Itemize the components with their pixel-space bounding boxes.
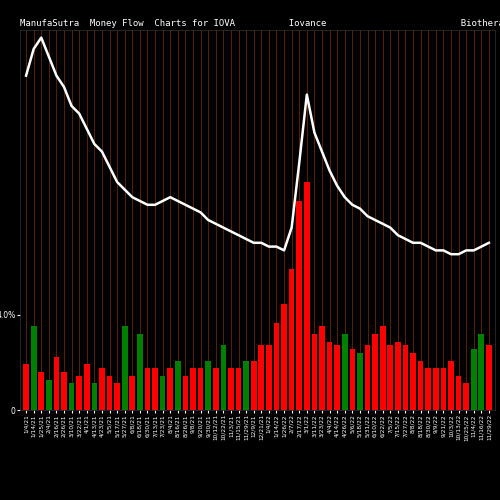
Bar xyxy=(281,304,287,410)
Bar xyxy=(114,384,120,410)
Bar xyxy=(471,349,476,410)
Bar xyxy=(289,270,294,410)
Bar xyxy=(130,376,135,410)
Bar xyxy=(122,326,128,410)
Bar xyxy=(410,353,416,410)
Bar xyxy=(418,360,424,410)
Bar xyxy=(99,368,105,410)
Bar xyxy=(76,376,82,410)
Bar xyxy=(319,326,325,410)
Bar xyxy=(433,368,438,410)
Bar xyxy=(69,384,74,410)
Bar xyxy=(426,368,431,410)
Bar xyxy=(144,368,150,410)
Bar xyxy=(304,182,310,410)
Bar xyxy=(182,376,188,410)
Bar xyxy=(84,364,89,410)
Bar xyxy=(357,353,363,410)
Bar xyxy=(258,346,264,410)
Text: ManufaSutra  Money Flow  Charts for IOVA          Iovance                       : ManufaSutra Money Flow Charts for IOVA I… xyxy=(20,19,500,28)
Bar xyxy=(448,360,454,410)
Bar xyxy=(46,380,52,410)
Bar xyxy=(92,384,97,410)
Bar xyxy=(106,376,112,410)
Bar xyxy=(160,376,166,410)
Bar xyxy=(326,342,332,410)
Bar xyxy=(364,346,370,410)
Bar xyxy=(402,346,408,410)
Bar xyxy=(464,384,469,410)
Bar xyxy=(213,368,218,410)
Bar xyxy=(296,201,302,410)
Bar xyxy=(236,368,242,410)
Bar xyxy=(395,342,400,410)
Bar xyxy=(152,368,158,410)
Bar xyxy=(61,372,67,410)
Bar xyxy=(266,346,272,410)
Bar xyxy=(137,334,142,410)
Bar xyxy=(372,334,378,410)
Bar xyxy=(38,372,44,410)
Bar xyxy=(244,360,249,410)
Bar xyxy=(440,368,446,410)
Bar xyxy=(23,364,29,410)
Bar xyxy=(190,368,196,410)
Bar xyxy=(206,360,211,410)
Bar xyxy=(312,334,318,410)
Bar xyxy=(334,346,340,410)
Bar xyxy=(168,368,173,410)
Bar xyxy=(251,360,256,410)
Bar xyxy=(350,349,355,410)
Bar xyxy=(456,376,462,410)
Bar xyxy=(175,360,180,410)
Bar xyxy=(198,368,203,410)
Bar xyxy=(478,334,484,410)
Bar xyxy=(54,357,60,410)
Bar xyxy=(274,322,280,410)
Bar xyxy=(31,326,36,410)
Bar xyxy=(388,346,393,410)
Bar xyxy=(220,346,226,410)
Bar xyxy=(228,368,234,410)
Bar xyxy=(486,346,492,410)
Bar xyxy=(342,334,347,410)
Bar xyxy=(380,326,386,410)
